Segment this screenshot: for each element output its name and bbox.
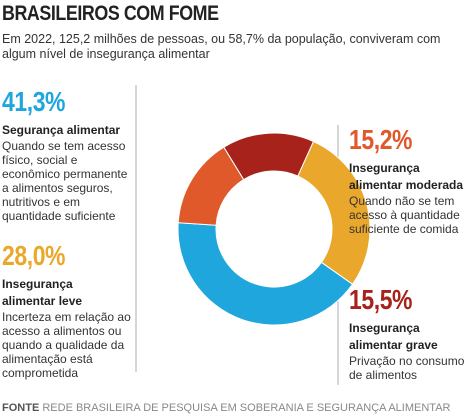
donut-segment bbox=[297, 140, 371, 285]
label-block: 28,0% Insegurança alimentar leve Incerte… bbox=[2, 240, 134, 380]
description: Incerteza em relação ao acesso a aliment… bbox=[2, 310, 131, 380]
label-block: 15,2% Insegurança alimentar moderada Qua… bbox=[349, 124, 467, 236]
description: Privação no consumo de alimentos bbox=[349, 354, 465, 382]
guides bbox=[135, 85, 339, 385]
value-label: 41,3% bbox=[2, 86, 66, 117]
donut-segment bbox=[177, 222, 354, 326]
value-label: 15,2% bbox=[349, 124, 413, 155]
source: FONTE REDE BRASILEIRA DE PESQUISA EM SOB… bbox=[2, 402, 450, 414]
category: Insegurança alimentar moderada bbox=[349, 161, 464, 192]
value-label: 28,0% bbox=[2, 240, 66, 271]
value-label: 15,5% bbox=[349, 284, 413, 315]
category: Insegurança alimentar leve bbox=[2, 277, 83, 308]
label-block: 41,3% Segurança alimentar Quando se tem … bbox=[2, 86, 134, 223]
source-text: REDE BRASILEIRA DE PESQUISA EM SOBERANIA… bbox=[42, 402, 451, 414]
subtitle: Em 2022, 125,2 milhões de pessoas, ou 58… bbox=[2, 32, 441, 61]
description: Quando não se tem acesso à quantidade su… bbox=[349, 194, 460, 236]
category: Segurança alimentar bbox=[2, 123, 121, 137]
title: BRASILEIROS COM FOME bbox=[2, 2, 219, 25]
description: Quando se tem acesso físico, social e ec… bbox=[2, 139, 128, 223]
label-block: 15,5% Insegurança alimentar grave Privaç… bbox=[349, 284, 467, 382]
category: Insegurança alimentar grave bbox=[349, 321, 438, 352]
donut bbox=[177, 132, 371, 326]
source-label: FONTE bbox=[2, 402, 40, 414]
